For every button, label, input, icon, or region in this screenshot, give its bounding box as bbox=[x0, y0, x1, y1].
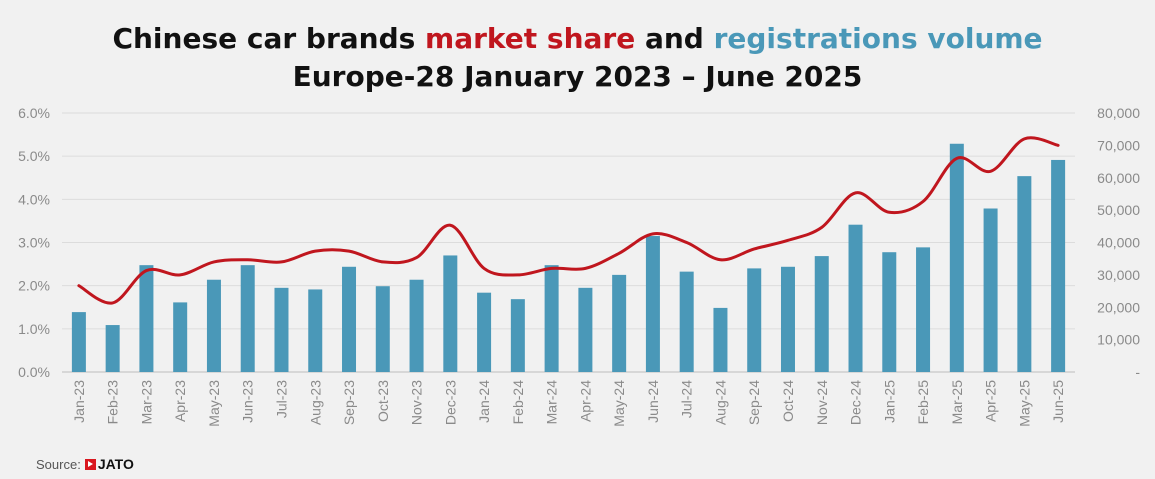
y-right-axis: - 10,000 20,000 30,000 40,000 50,000 60,000 70,… bbox=[1097, 105, 1140, 380]
bar bbox=[983, 208, 998, 372]
x-tick-label: Jan-24 bbox=[476, 380, 492, 423]
x-tick-label: Jun-23 bbox=[240, 380, 256, 423]
y-left-tick-label: 3.0% bbox=[18, 235, 50, 251]
bar bbox=[375, 286, 390, 372]
x-tick-label: Feb-25 bbox=[915, 380, 931, 425]
x-tick-label: Apr-24 bbox=[577, 380, 593, 422]
x-tick-label: Apr-25 bbox=[983, 380, 999, 422]
bar bbox=[240, 265, 255, 372]
y-right-tick-label: 20,000 bbox=[1097, 299, 1140, 315]
x-tick-label: Jul-23 bbox=[273, 380, 289, 418]
bar bbox=[342, 266, 357, 372]
market-share-line bbox=[77, 136, 1060, 305]
title-text-2: and bbox=[635, 22, 714, 55]
x-tick-label: Jun-25 bbox=[1050, 380, 1066, 423]
bar bbox=[409, 279, 424, 372]
bar bbox=[274, 287, 289, 372]
bar bbox=[510, 299, 525, 372]
bar bbox=[916, 247, 931, 372]
x-tick-label: Nov-23 bbox=[409, 380, 425, 425]
x-tick-label: Sep-24 bbox=[746, 380, 762, 425]
chart-title: Chinese car brands market share and regi… bbox=[0, 22, 1155, 55]
x-tick-label: Feb-23 bbox=[105, 380, 121, 425]
y-right-tick-label: 30,000 bbox=[1097, 267, 1140, 283]
x-tick-label: May-23 bbox=[206, 380, 222, 427]
bar bbox=[713, 307, 728, 372]
y-left-tick-label: 6.0% bbox=[18, 105, 50, 121]
bar bbox=[1051, 159, 1066, 372]
line-series bbox=[77, 136, 1060, 305]
bar bbox=[71, 312, 86, 372]
title-market-share: market share bbox=[425, 22, 636, 55]
jato-logo-icon bbox=[84, 458, 96, 470]
x-tick-label: Dec-23 bbox=[442, 380, 458, 425]
bar bbox=[443, 255, 458, 372]
x-tick-label: May-24 bbox=[611, 380, 627, 427]
x-tick-label: Jul-24 bbox=[679, 380, 695, 418]
y-right-tick-label: 10,000 bbox=[1097, 332, 1140, 348]
title-registrations-volume: registrations volume bbox=[713, 22, 1043, 55]
y-right-tick-label: 80,000 bbox=[1097, 105, 1140, 121]
y-right-tick-label: 50,000 bbox=[1097, 202, 1140, 218]
source-note: Source: JATO bbox=[36, 456, 134, 472]
x-tick-label: Mar-25 bbox=[949, 380, 965, 425]
y-right-tick-label: 70,000 bbox=[1097, 137, 1140, 153]
y-left-tick-label: 5.0% bbox=[18, 148, 50, 164]
source-brand: JATO bbox=[97, 456, 134, 472]
x-tick-label: Apr-23 bbox=[172, 380, 188, 422]
bar bbox=[848, 224, 863, 372]
bar bbox=[578, 287, 593, 372]
x-tick-label: Jan-25 bbox=[881, 380, 897, 423]
y-left-tick-label: 2.0% bbox=[18, 278, 50, 294]
bar bbox=[477, 292, 492, 372]
bar bbox=[173, 302, 188, 372]
x-tick-label: Jun-24 bbox=[645, 380, 661, 423]
bar bbox=[206, 279, 221, 372]
bar bbox=[882, 252, 897, 372]
bar bbox=[544, 265, 559, 372]
y-left-tick-label: 1.0% bbox=[18, 321, 50, 337]
x-tick-label: Mar-24 bbox=[544, 380, 560, 425]
y-left-axis: 0.0% 1.0% 2.0% 3.0% 4.0% 5.0% 6.0% bbox=[18, 105, 50, 380]
bar bbox=[814, 256, 829, 372]
y-left-tick-label: 4.0% bbox=[18, 191, 50, 207]
y-right-tick-label: - bbox=[1135, 364, 1140, 380]
bar bbox=[645, 236, 660, 372]
x-tick-label: Oct-23 bbox=[375, 380, 391, 422]
x-tick-label: Aug-24 bbox=[712, 380, 728, 425]
chart-subtitle: Europe-28 January 2023 – June 2025 bbox=[292, 60, 863, 93]
bar bbox=[780, 266, 795, 372]
x-tick-label: Jan-23 bbox=[71, 380, 87, 423]
y-left-tick-label: 0.0% bbox=[18, 364, 50, 380]
bar bbox=[139, 265, 154, 372]
x-tick-label: May-25 bbox=[1016, 380, 1032, 427]
bar bbox=[612, 274, 627, 372]
x-tick-label: Oct-24 bbox=[780, 380, 796, 422]
y-right-tick-label: 40,000 bbox=[1097, 235, 1140, 251]
bar bbox=[949, 143, 964, 372]
x-tick-label: Dec-24 bbox=[848, 380, 864, 425]
source-label: Source: bbox=[36, 456, 81, 472]
x-tick-label: Mar-23 bbox=[138, 380, 154, 425]
x-tick-label: Nov-24 bbox=[814, 380, 830, 425]
x-tick-label: Sep-23 bbox=[341, 380, 357, 425]
x-tick-label: Feb-24 bbox=[510, 380, 526, 425]
bar-series bbox=[71, 143, 1066, 372]
bar bbox=[679, 271, 694, 372]
bar bbox=[308, 289, 323, 372]
bar bbox=[747, 268, 762, 372]
grid-lines bbox=[62, 112, 1075, 373]
y-right-tick-label: 60,000 bbox=[1097, 170, 1140, 186]
jato-logo: JATO bbox=[84, 456, 134, 472]
x-tick-label: Aug-23 bbox=[307, 380, 323, 425]
title-text-1: Chinese car brands bbox=[112, 22, 426, 55]
bar bbox=[105, 325, 120, 372]
x-axis: Jan-23 Feb-23 Mar-23 Apr-23 May-23 Jun-23 Jul-… bbox=[71, 380, 1066, 427]
bar bbox=[1017, 176, 1032, 372]
